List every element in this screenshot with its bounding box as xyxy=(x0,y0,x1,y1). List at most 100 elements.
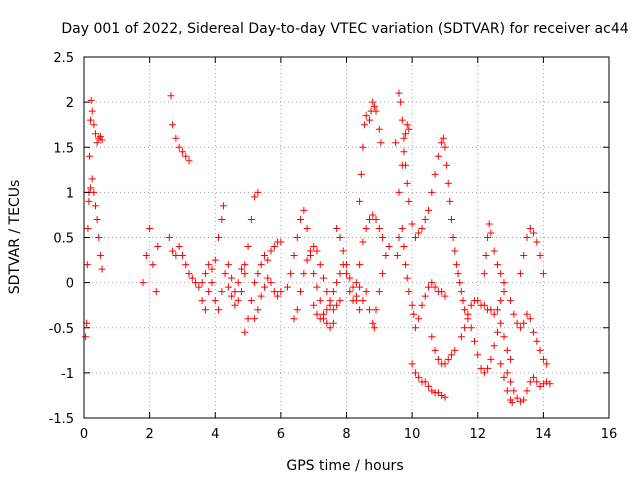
data-point xyxy=(86,152,94,160)
data-point xyxy=(444,179,452,187)
y-tick-label: -1 xyxy=(61,367,74,382)
data-point xyxy=(428,333,436,341)
data-point xyxy=(228,292,236,300)
data-point xyxy=(211,256,219,264)
data-point xyxy=(306,247,314,255)
data-point xyxy=(408,360,416,368)
data-point xyxy=(526,315,534,323)
data-point xyxy=(310,301,318,309)
data-point xyxy=(343,270,350,278)
data-point xyxy=(198,297,206,305)
data-point xyxy=(526,224,534,232)
data-point xyxy=(357,170,365,178)
data-point xyxy=(428,279,436,287)
data-point xyxy=(461,306,469,314)
data-point xyxy=(352,297,360,305)
data-point xyxy=(510,310,518,318)
data-point xyxy=(428,188,436,196)
data-point xyxy=(410,310,418,318)
data-point xyxy=(500,288,508,296)
data-point xyxy=(533,238,541,246)
data-point xyxy=(474,297,482,305)
data-point xyxy=(139,279,147,287)
x-tick-label: 8 xyxy=(342,427,350,442)
data-point xyxy=(228,274,236,282)
data-point xyxy=(523,387,531,395)
data-point xyxy=(375,224,383,232)
x-tick-label: 14 xyxy=(535,427,552,442)
data-point xyxy=(438,288,446,296)
data-point xyxy=(438,139,446,147)
data-point xyxy=(539,380,547,388)
data-point xyxy=(198,279,206,287)
data-point xyxy=(182,261,190,269)
data-point xyxy=(251,279,259,287)
data-point xyxy=(224,283,232,291)
series-arc-i xyxy=(251,274,285,323)
data-point xyxy=(493,261,501,269)
data-point xyxy=(98,265,106,273)
series-arc-b xyxy=(85,175,106,273)
data-point xyxy=(87,116,95,124)
data-point xyxy=(339,247,347,255)
y-tick-label: 2 xyxy=(66,96,74,111)
data-point xyxy=(490,247,498,255)
series-arc-h xyxy=(241,238,285,336)
data-point xyxy=(400,134,408,142)
data-point xyxy=(543,378,551,386)
data-point xyxy=(297,288,305,296)
y-axis-label: SDTVAR / TECUs xyxy=(7,180,23,295)
x-tick-label: 2 xyxy=(145,427,153,442)
data-point xyxy=(178,252,186,260)
data-point xyxy=(457,333,465,341)
data-point xyxy=(533,337,541,345)
chart-title: Day 001 of 2022, Sidereal Day-to-day VTE… xyxy=(61,21,628,37)
data-point xyxy=(395,234,403,241)
data-point xyxy=(142,252,150,260)
data-point xyxy=(169,121,177,129)
data-point xyxy=(526,378,534,386)
series-arc-v xyxy=(461,306,515,377)
data-point xyxy=(415,315,423,323)
data-point xyxy=(497,270,505,278)
data-point xyxy=(90,121,98,129)
data-point xyxy=(500,373,508,381)
data-point xyxy=(290,252,298,260)
data-point xyxy=(152,288,160,296)
x-tick-label: 6 xyxy=(277,427,285,442)
data-point xyxy=(254,306,262,314)
data-point xyxy=(441,292,449,300)
data-point xyxy=(500,333,508,341)
data-point xyxy=(326,324,334,332)
data-point xyxy=(487,355,495,363)
data-point xyxy=(167,92,175,100)
data-point xyxy=(451,247,459,255)
data-point xyxy=(303,224,311,232)
data-point xyxy=(425,206,433,214)
data-point xyxy=(395,89,403,97)
data-point xyxy=(208,279,216,287)
data-point xyxy=(480,369,488,377)
data-point xyxy=(205,261,213,269)
data-point xyxy=(182,152,190,160)
data-point xyxy=(287,270,295,278)
data-point xyxy=(523,310,531,318)
series-arc-c xyxy=(139,224,162,296)
data-point xyxy=(375,288,383,296)
data-point xyxy=(497,319,505,327)
data-point xyxy=(408,301,416,309)
data-point xyxy=(310,243,318,251)
data-point xyxy=(320,274,328,282)
data-point xyxy=(369,319,377,327)
x-tick-label: 10 xyxy=(404,427,421,442)
data-point xyxy=(372,107,380,115)
data-point xyxy=(218,215,226,223)
data-point xyxy=(405,125,413,133)
data-point xyxy=(95,234,103,241)
series-arc-z xyxy=(507,297,551,368)
data-point xyxy=(362,224,370,232)
data-point xyxy=(362,112,370,120)
data-point xyxy=(270,243,278,251)
data-point xyxy=(497,297,505,305)
